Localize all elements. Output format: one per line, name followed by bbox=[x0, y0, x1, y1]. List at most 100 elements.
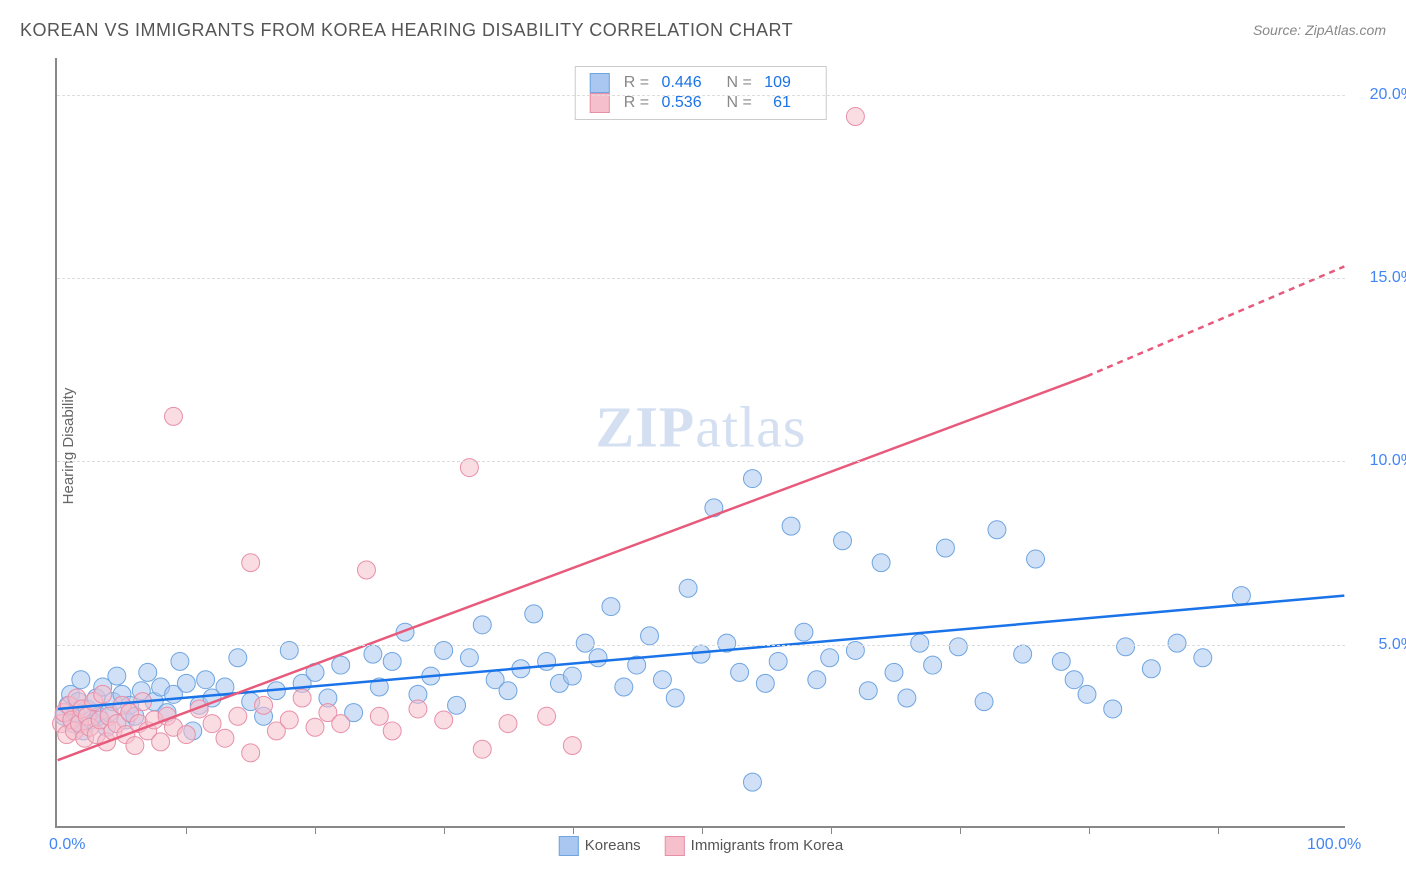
data-point bbox=[988, 521, 1006, 539]
data-point bbox=[821, 649, 839, 667]
data-point bbox=[1027, 550, 1045, 568]
legend-r-label: R = bbox=[624, 94, 654, 112]
source-label: Source: ZipAtlas.com bbox=[1253, 22, 1386, 38]
y-tick-label: 15.0% bbox=[1370, 269, 1406, 287]
data-point bbox=[126, 737, 144, 755]
legend-r-value: 0.446 bbox=[662, 74, 710, 92]
data-point bbox=[164, 407, 182, 425]
data-point bbox=[525, 605, 543, 623]
data-point bbox=[280, 711, 298, 729]
data-point bbox=[743, 773, 761, 791]
data-point bbox=[242, 554, 260, 572]
data-point bbox=[332, 715, 350, 733]
data-point bbox=[589, 649, 607, 667]
chart-svg bbox=[57, 58, 1345, 826]
data-point bbox=[975, 693, 993, 711]
data-point bbox=[936, 539, 954, 557]
legend-n-value: 61 bbox=[764, 94, 812, 112]
trend-line bbox=[58, 376, 1087, 760]
plot-area: ZIPatlas R = 0.446 N = 109R = 0.536 N = … bbox=[55, 58, 1345, 828]
x-tick bbox=[315, 826, 316, 834]
data-point bbox=[499, 715, 517, 733]
data-point bbox=[538, 652, 556, 670]
data-point bbox=[872, 554, 890, 572]
data-point bbox=[473, 740, 491, 758]
data-point bbox=[911, 634, 929, 652]
x-tick bbox=[186, 826, 187, 834]
y-tick-label: 10.0% bbox=[1370, 452, 1406, 470]
trend-line-dashed bbox=[1087, 266, 1344, 376]
gridline bbox=[57, 461, 1345, 462]
data-point bbox=[834, 532, 852, 550]
data-point bbox=[94, 685, 112, 703]
data-point bbox=[370, 707, 388, 725]
data-point bbox=[306, 718, 324, 736]
data-point bbox=[1078, 685, 1096, 703]
data-point bbox=[846, 108, 864, 126]
legend-swatch bbox=[665, 836, 685, 856]
data-point bbox=[499, 682, 517, 700]
data-point bbox=[460, 649, 478, 667]
data-point bbox=[1014, 645, 1032, 663]
data-point bbox=[949, 638, 967, 656]
gridline bbox=[57, 278, 1345, 279]
data-point bbox=[924, 656, 942, 674]
x-tick bbox=[1089, 826, 1090, 834]
chart-title: KOREAN VS IMMIGRANTS FROM KOREA HEARING … bbox=[20, 20, 793, 41]
legend-item: Immigrants from Korea bbox=[665, 836, 844, 856]
data-point bbox=[216, 729, 234, 747]
data-point bbox=[1104, 700, 1122, 718]
data-point bbox=[139, 663, 157, 681]
data-point bbox=[108, 667, 126, 685]
data-point bbox=[1194, 649, 1212, 667]
data-point bbox=[473, 616, 491, 634]
data-point bbox=[357, 561, 375, 579]
data-point bbox=[885, 663, 903, 681]
data-point bbox=[171, 652, 189, 670]
legend-n-label: N = bbox=[718, 74, 757, 92]
trend-line bbox=[58, 596, 1345, 709]
data-point bbox=[769, 652, 787, 670]
x-tick bbox=[831, 826, 832, 834]
legend-n-label: N = bbox=[718, 94, 757, 112]
y-tick-label: 5.0% bbox=[1379, 636, 1406, 654]
data-point bbox=[229, 707, 247, 725]
data-point bbox=[409, 700, 427, 718]
data-point bbox=[1142, 660, 1160, 678]
data-point bbox=[435, 711, 453, 729]
x-tick-label: 0.0% bbox=[49, 836, 85, 854]
data-point bbox=[602, 598, 620, 616]
data-point bbox=[743, 470, 761, 488]
data-point bbox=[203, 715, 221, 733]
data-point bbox=[808, 671, 826, 689]
data-point bbox=[364, 645, 382, 663]
data-point bbox=[756, 674, 774, 692]
data-point bbox=[859, 682, 877, 700]
data-point bbox=[177, 726, 195, 744]
legend-r-label: R = bbox=[624, 74, 654, 92]
data-point bbox=[242, 744, 260, 762]
x-tick bbox=[573, 826, 574, 834]
data-point bbox=[152, 733, 170, 751]
legend-swatch bbox=[590, 73, 610, 93]
legend-item: Koreans bbox=[559, 836, 641, 856]
data-point bbox=[1052, 652, 1070, 670]
x-tick bbox=[1218, 826, 1219, 834]
data-point bbox=[383, 722, 401, 740]
data-point bbox=[448, 696, 466, 714]
data-point bbox=[383, 652, 401, 670]
x-tick-label: 100.0% bbox=[1307, 836, 1361, 854]
data-point bbox=[679, 579, 697, 597]
legend-n-value: 109 bbox=[764, 74, 812, 92]
legend-label: Koreans bbox=[585, 837, 641, 854]
x-tick bbox=[960, 826, 961, 834]
gridline bbox=[57, 645, 1345, 646]
data-point bbox=[538, 707, 556, 725]
data-point bbox=[177, 674, 195, 692]
x-tick bbox=[702, 826, 703, 834]
data-point bbox=[692, 645, 710, 663]
data-point bbox=[563, 667, 581, 685]
legend-label: Immigrants from Korea bbox=[691, 837, 844, 854]
legend-row: R = 0.536 N = 61 bbox=[590, 93, 812, 113]
x-tick bbox=[444, 826, 445, 834]
